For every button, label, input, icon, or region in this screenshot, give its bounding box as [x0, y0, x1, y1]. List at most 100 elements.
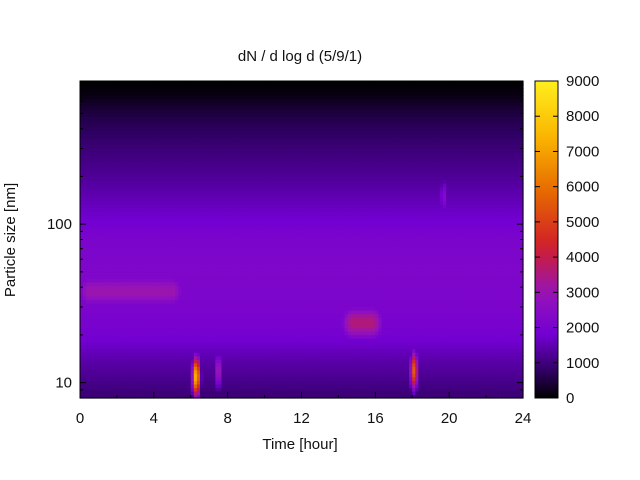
heatmap-cell	[113, 193, 118, 198]
heatmap-cell	[129, 331, 133, 336]
heatmap-cell	[181, 331, 186, 336]
heatmap-cell	[129, 112, 133, 117]
heatmap-cell	[119, 183, 124, 188]
heatmap-cell	[199, 250, 204, 255]
heatmap-cell	[190, 204, 195, 209]
heatmap-cell	[230, 88, 235, 93]
heatmap-cell	[80, 309, 84, 315]
heatmap-cell	[153, 267, 158, 272]
heatmap-cell	[221, 126, 226, 131]
heatmap-cell	[193, 369, 198, 374]
heatmap-cell	[156, 225, 161, 230]
heatmap-cell	[196, 355, 201, 360]
heatmap-cell	[209, 380, 213, 385]
heatmap-cell	[116, 267, 121, 272]
heatmap-cell	[224, 102, 229, 107]
heatmap-cell	[196, 176, 201, 181]
heatmap-cell	[203, 98, 207, 103]
heatmap-cell	[215, 158, 220, 163]
heatmap-cell	[98, 144, 103, 149]
heatmap-cell	[123, 228, 127, 234]
heatmap-cell	[110, 313, 115, 318]
heatmap-cell	[132, 373, 136, 378]
heatmap-cell	[169, 376, 173, 381]
heatmap-cell	[233, 373, 238, 378]
heatmap-cell	[166, 292, 170, 297]
heatmap-cell	[221, 352, 226, 357]
heatmap-cell	[101, 162, 106, 167]
heatmap-cell	[169, 154, 173, 160]
heatmap-cell	[218, 228, 223, 234]
heatmap-cell	[196, 316, 201, 322]
heatmap-cell	[104, 355, 109, 360]
heatmap-cell	[218, 362, 223, 367]
heatmap-cell	[169, 84, 173, 89]
heatmap-cell	[123, 207, 127, 212]
heatmap-cell	[227, 84, 232, 89]
heatmap-cell	[190, 260, 195, 265]
heatmap-cell	[86, 390, 90, 396]
heatmap-cell	[83, 211, 87, 216]
heatmap-cell	[203, 151, 207, 156]
heatmap-cell	[215, 324, 220, 329]
heatmap-cell	[224, 288, 229, 293]
heatmap-cell	[166, 264, 170, 269]
heatmap-cell	[147, 295, 152, 300]
heatmap-cell	[230, 380, 235, 385]
heatmap-cell	[215, 126, 220, 131]
heatmap-cell	[163, 345, 167, 350]
heatmap-cell	[230, 162, 235, 167]
heatmap-cell	[107, 324, 112, 329]
heatmap-cell	[199, 193, 204, 198]
heatmap-cell	[80, 292, 84, 297]
heatmap-cell	[184, 253, 189, 258]
heatmap-cell	[224, 147, 229, 153]
heatmap-cell	[150, 186, 155, 191]
heatmap-cell	[129, 204, 133, 209]
heatmap-cell	[196, 232, 201, 237]
heatmap-cell	[129, 137, 133, 142]
heatmap-cell	[221, 313, 226, 318]
heatmap-cell	[147, 334, 152, 339]
heatmap-cell	[184, 190, 189, 195]
heatmap-cell	[215, 383, 220, 389]
heatmap-cell	[193, 137, 198, 142]
heatmap-cell	[80, 302, 84, 308]
heatmap-cell	[104, 253, 109, 258]
heatmap-cell	[196, 91, 201, 96]
heatmap-cell	[199, 105, 204, 110]
heatmap-cell	[156, 228, 161, 234]
heatmap-cell	[123, 211, 127, 216]
heatmap-cell	[187, 133, 192, 138]
heatmap-cell	[193, 250, 198, 255]
heatmap-cell	[221, 394, 226, 399]
heatmap-cell	[153, 345, 158, 350]
heatmap-cell	[199, 130, 204, 135]
heatmap-cell	[86, 341, 90, 346]
heatmap-cell	[86, 267, 90, 272]
heatmap-cell	[196, 253, 201, 258]
heatmap-cell	[215, 151, 220, 156]
heatmap-cell	[150, 105, 155, 110]
heatmap-cell	[153, 151, 158, 156]
heatmap-cell	[123, 253, 127, 258]
heatmap-cell	[83, 109, 87, 114]
heatmap-cell	[227, 345, 232, 350]
heatmap-cell	[172, 316, 176, 322]
heatmap-cell	[144, 250, 149, 255]
heatmap-cell	[132, 264, 136, 269]
heatmap-cell	[123, 197, 127, 202]
heatmap-cell	[212, 137, 216, 142]
heatmap-cell	[199, 387, 204, 392]
heatmap-cell	[199, 190, 204, 195]
heatmap-cell	[135, 228, 140, 234]
heatmap-cell	[215, 133, 220, 138]
heatmap-cell	[215, 281, 220, 286]
heatmap-cell	[104, 292, 109, 297]
heatmap-cell	[184, 257, 189, 262]
heatmap-cell	[206, 88, 210, 93]
heatmap-cell	[135, 102, 140, 107]
heatmap-cell	[89, 200, 93, 205]
heatmap-cell	[153, 327, 158, 332]
heatmap-cell	[178, 204, 183, 209]
